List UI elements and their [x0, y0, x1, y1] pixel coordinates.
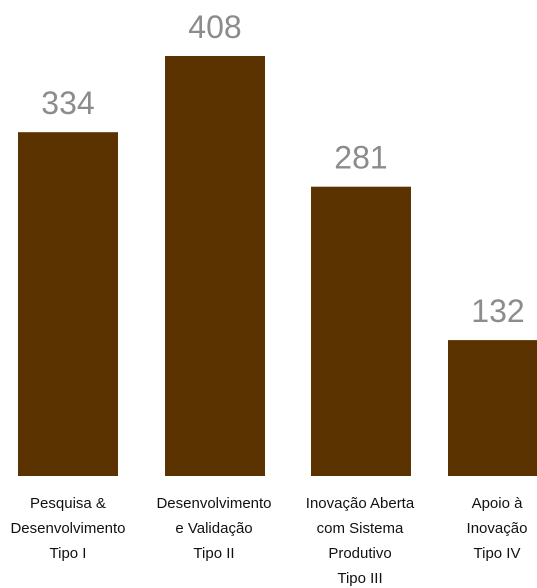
category-label-line: Pesquisa & — [30, 495, 106, 512]
category-label-3: Inovação Aberta com Sistema Produtivo Tipo … — [306, 495, 415, 587]
category-label-line: Tipo I — [50, 545, 87, 562]
bar-2 — [165, 56, 265, 476]
category-label-line: Inovação Aberta — [306, 495, 415, 512]
bar-1 — [18, 132, 118, 476]
bar-value-label-3: 281 — [334, 140, 387, 176]
category-label-line: Desenvolvimento — [10, 520, 125, 537]
bar-value-label-1: 334 — [41, 85, 94, 121]
category-label-line: Produtivo — [328, 545, 391, 562]
bar-3 — [311, 186, 411, 476]
category-label-line: Desenvolvimento — [156, 495, 271, 512]
category-label-2: Desenvolvimento e Validação Tipo II — [156, 495, 271, 562]
bars-layer — [18, 56, 537, 476]
category-label-line: e Validação — [175, 520, 252, 537]
category-label-line: Apoio à — [472, 495, 524, 512]
category-labels-layer: Pesquisa & Desenvolvimento Tipo I Desenvolv… — [10, 495, 527, 587]
category-label-line: com Sistema — [317, 520, 404, 537]
bar-4 — [448, 340, 537, 476]
bar-value-label-4: 132 — [471, 293, 524, 329]
bar-value-label-2: 408 — [188, 9, 241, 45]
category-label-line: Tipo IV — [474, 545, 521, 562]
category-label-line: Tipo II — [193, 545, 234, 562]
value-labels-layer: 334 408 281 132 — [41, 9, 524, 329]
category-label-line: Tipo III — [337, 570, 382, 587]
category-label-1: Pesquisa & Desenvolvimento Tipo I — [10, 495, 125, 562]
category-label-4: Apoio à Inovação Tipo IV — [467, 495, 528, 562]
category-label-line: Inovação — [467, 520, 528, 537]
